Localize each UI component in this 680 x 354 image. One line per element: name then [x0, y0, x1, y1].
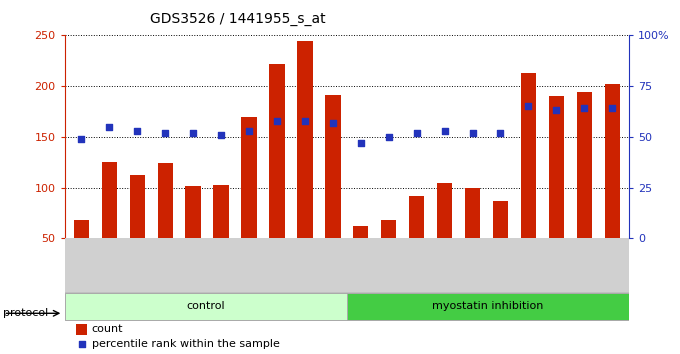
- Bar: [186, 185, 201, 289]
- Point: [495, 274, 506, 280]
- FancyBboxPatch shape: [65, 293, 347, 320]
- Point: [579, 105, 590, 111]
- Bar: [605, 84, 620, 289]
- Bar: [269, 64, 285, 289]
- Bar: [76, 324, 87, 335]
- Bar: [73, 220, 89, 289]
- Point: [160, 130, 171, 136]
- Point: [243, 128, 254, 133]
- Bar: [521, 73, 536, 289]
- Bar: [241, 116, 256, 289]
- Point: [495, 130, 506, 136]
- Point: [523, 104, 534, 109]
- Bar: [158, 163, 173, 289]
- Text: myostatin inhibition: myostatin inhibition: [432, 301, 543, 312]
- Bar: [297, 41, 313, 289]
- Bar: [577, 92, 592, 289]
- Point: [384, 134, 394, 140]
- Bar: [214, 184, 228, 289]
- Text: control: control: [186, 301, 225, 312]
- Point: [188, 130, 199, 136]
- Text: count: count: [92, 324, 123, 334]
- Bar: [130, 176, 145, 289]
- Point: [76, 136, 87, 142]
- Point: [216, 132, 226, 138]
- Point: [439, 128, 450, 133]
- Point: [607, 105, 617, 111]
- Text: percentile rank within the sample: percentile rank within the sample: [92, 339, 279, 349]
- Bar: [325, 95, 341, 289]
- Point: [132, 128, 143, 133]
- Bar: [493, 201, 508, 289]
- Point: [551, 108, 562, 113]
- Bar: [465, 188, 480, 289]
- Point: [271, 118, 282, 124]
- Point: [327, 120, 338, 125]
- Text: GDS3526 / 1441955_s_at: GDS3526 / 1441955_s_at: [150, 12, 326, 27]
- Point: [356, 140, 367, 146]
- Text: protocol: protocol: [3, 308, 49, 318]
- Bar: [381, 220, 396, 289]
- Bar: [101, 162, 117, 289]
- Bar: [353, 226, 369, 289]
- Bar: [549, 96, 564, 289]
- Point: [104, 124, 115, 130]
- Bar: [409, 196, 424, 289]
- Bar: [437, 183, 452, 289]
- Point: [299, 118, 310, 124]
- FancyBboxPatch shape: [347, 293, 629, 320]
- Point: [411, 130, 422, 136]
- Point: [467, 130, 478, 136]
